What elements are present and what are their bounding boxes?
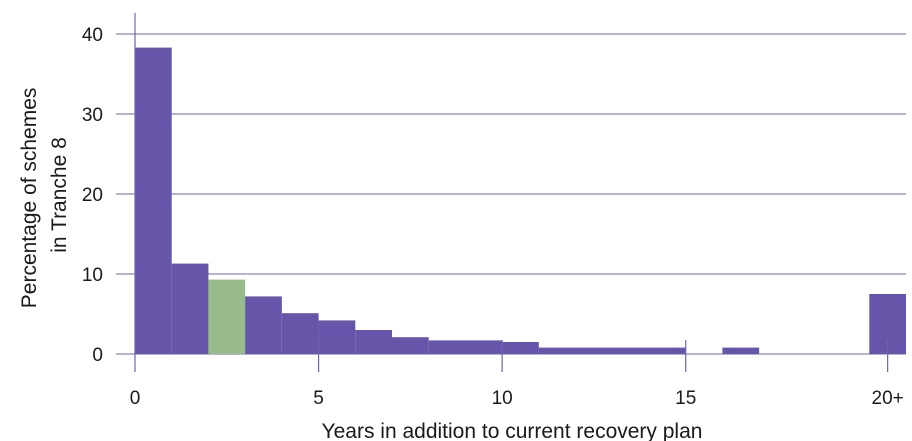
x-tick-label: 15 [675, 388, 696, 409]
y-axis-label: Percentage of schemes in Tranche 8 [18, 82, 71, 308]
x-tick-label: 10 [492, 388, 513, 409]
histogram-bar [281, 313, 319, 354]
gridlines [116, 33, 906, 355]
x-tick-label: 20+ [872, 388, 904, 409]
y-tick-labels: 0 10 20 30 40 [82, 25, 103, 366]
x-tick-label: 0 [130, 388, 141, 409]
x-tick-labels: 0 5 10 15 20+ [130, 388, 904, 409]
y-tick-label: 10 [82, 265, 103, 286]
histogram-bar [318, 320, 356, 354]
histogram-bar [135, 47, 172, 354]
histogram-bar-highlighted [208, 279, 246, 354]
y-axis-label-line-1: Percentage of schemes [18, 88, 41, 309]
x-axis-label: Years in addition to current recovery pl… [322, 420, 703, 441]
y-tick-label: 40 [82, 25, 103, 46]
axes [134, 13, 889, 372]
y-tick-label: 0 [92, 345, 103, 366]
histogram-bar [502, 342, 539, 354]
histogram-bar [722, 347, 760, 354]
histogram-bar [171, 263, 209, 354]
y-tick-label: 30 [82, 105, 103, 126]
histogram-bar [245, 296, 282, 354]
histogram-bar [392, 337, 429, 354]
histogram-bar [538, 347, 686, 354]
histogram-bar [428, 340, 503, 354]
bars [135, 47, 906, 354]
histogram-bar [355, 330, 392, 354]
x-tick-label: 5 [313, 388, 324, 409]
y-tick-label: 20 [82, 185, 103, 206]
y-axis-label-line-2: in Tranche 8 [48, 137, 71, 253]
